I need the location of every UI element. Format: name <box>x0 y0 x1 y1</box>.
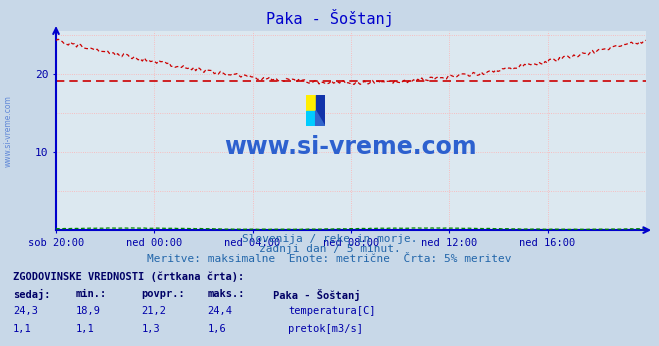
Text: www.si-vreme.com: www.si-vreme.com <box>4 95 13 167</box>
Bar <box>306 95 316 111</box>
Text: temperatura[C]: temperatura[C] <box>288 306 376 316</box>
Text: Paka - Šoštanj: Paka - Šoštanj <box>273 289 361 301</box>
Text: 21,2: 21,2 <box>142 306 167 316</box>
Text: maks.:: maks.: <box>208 289 245 299</box>
Polygon shape <box>316 95 325 126</box>
Text: 24,4: 24,4 <box>208 306 233 316</box>
Text: Slovenija / reke in morje.: Slovenija / reke in morje. <box>242 234 417 244</box>
Text: 1,1: 1,1 <box>13 324 32 334</box>
Text: ZGODOVINSKE VREDNOSTI (črtkana črta):: ZGODOVINSKE VREDNOSTI (črtkana črta): <box>13 272 244 282</box>
Text: zadnji dan / 5 minut.: zadnji dan / 5 minut. <box>258 244 401 254</box>
Text: povpr.:: povpr.: <box>142 289 185 299</box>
Text: Paka - Šoštanj: Paka - Šoštanj <box>266 9 393 27</box>
Text: Meritve: maksimalne  Enote: metrične  Črta: 5% meritev: Meritve: maksimalne Enote: metrične Črta… <box>147 254 512 264</box>
Text: 1,3: 1,3 <box>142 324 160 334</box>
Text: 1,1: 1,1 <box>76 324 94 334</box>
Text: 1,6: 1,6 <box>208 324 226 334</box>
Text: 24,3: 24,3 <box>13 306 38 316</box>
Text: pretok[m3/s]: pretok[m3/s] <box>288 324 363 334</box>
Bar <box>306 111 316 126</box>
Text: min.:: min.: <box>76 289 107 299</box>
Text: 18,9: 18,9 <box>76 306 101 316</box>
Text: sedaj:: sedaj: <box>13 289 51 300</box>
Text: www.si-vreme.com: www.si-vreme.com <box>225 135 477 158</box>
Polygon shape <box>316 111 325 126</box>
